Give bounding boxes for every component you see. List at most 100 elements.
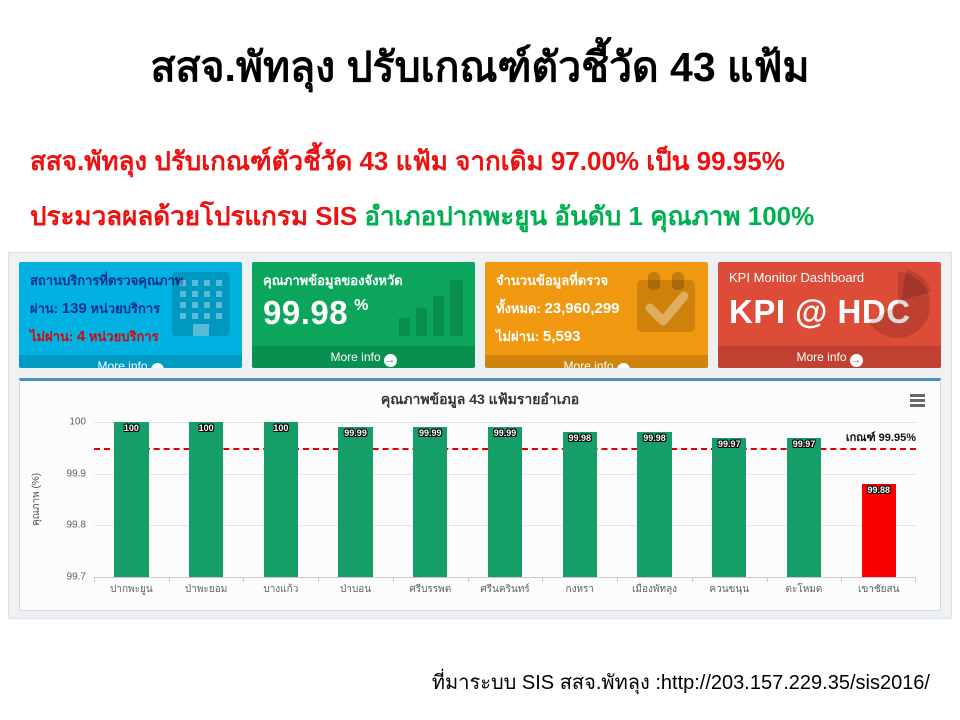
card-services-more-info[interactable]: More info→ — [19, 355, 242, 368]
bar-series: 100 100 100 99.99 99.99 99.99 99.98 99.98 99.97 9… — [94, 422, 916, 577]
y-axis-tick-label: 100 — [69, 416, 86, 428]
bar-value-label: 99.99 — [344, 428, 367, 439]
card-services-pass: ผ่าน: 139 หน่วยบริการ — [30, 298, 231, 319]
chart-title: คุณภาพข้อมูล 43 แฟ้มรายอำเภอ — [380, 391, 580, 407]
card-records-more-info[interactable]: More info→ — [485, 355, 708, 368]
bar: 100 — [263, 422, 299, 577]
bar-chart-icon — [397, 276, 467, 341]
x-axis-label: ศรีนครินทร์ — [467, 577, 543, 597]
card-kpi-body: KPI Monitor Dashboard KPI @ HDC — [718, 262, 941, 346]
bar-column: 100 — [243, 422, 318, 577]
threshold-label: เกณฑ์ 99.95% — [845, 431, 916, 444]
y-axis-tick-label: 99.8 — [66, 519, 86, 531]
bar-value-label: 99.88 — [867, 485, 890, 495]
more-info-label: More info — [563, 359, 614, 368]
pass-label: ผ่าน: — [30, 301, 59, 316]
subtitle-line2-green: อำเภอปากพะยูน อันดับ 1 คุณภาพ 100% — [357, 201, 815, 231]
bar: 100 — [188, 422, 224, 577]
total-value: 23,960,299 — [544, 300, 620, 317]
bar: 99.99 — [487, 427, 523, 577]
subtitle-line2: ประมวลผลด้วยโปรแกรม SIS อำเภอปากพะยูน อั… — [30, 196, 814, 237]
arrow-circle-icon: → — [616, 363, 630, 368]
card-quality-title: คุณภาพข้อมูลของจังหวัด — [263, 273, 403, 288]
bar: 99.98 — [637, 432, 672, 577]
card-records-title: จำนวนข้อมูลที่ตรวจ — [496, 273, 609, 288]
bar-column: 100 — [169, 422, 244, 577]
bar-value-label: 99.98 — [568, 433, 592, 444]
calendar-check-icon — [632, 270, 700, 341]
bar-column: 100 — [94, 422, 169, 577]
card-quality-more-info[interactable]: More info → — [252, 346, 475, 368]
total-label: ทั้งหมด: — [496, 301, 541, 316]
card-services-checked: สถานบริการที่ตรวจคุณภาพ ผ่าน: 139 หน่วยบ… — [19, 262, 242, 368]
dashboard-screenshot: สถานบริการที่ตรวจคุณภาพ ผ่าน: 139 หน่วยบ… — [8, 252, 952, 619]
arrow-circle-icon: → — [849, 354, 863, 367]
chart-plot-area: คุณภาพ (%) 100 99.9 99.8 99.7 เกณฑ์ 99.95% … — [32, 417, 916, 595]
fail-unit: หน่วยบริการ — [85, 329, 159, 344]
x-axis-label: ป่าบอน — [318, 577, 393, 597]
building-icon — [168, 270, 234, 343]
x-axis-label: กงหรา — [542, 577, 617, 597]
fail-value: 4 — [76, 328, 86, 345]
bar-value-label: 100 — [198, 423, 214, 433]
more-info-label: More info — [330, 350, 381, 364]
bar-column: 99.99 — [318, 422, 393, 577]
bar: 99.99 — [338, 427, 373, 577]
x-axis-label: ควนขนุน — [691, 577, 767, 597]
gridline: 100 — [69, 417, 916, 428]
more-info-label: More info — [97, 359, 148, 368]
x-axis-label: บางแก้ว — [243, 577, 318, 597]
more-info-label: More info — [796, 350, 847, 364]
x-axis-label: ป่าพะยอม — [168, 577, 244, 597]
bar-value-label: 99.97 — [792, 438, 816, 449]
bar: 99.97 — [786, 437, 822, 577]
chart-menu-icon[interactable] — [908, 390, 927, 411]
card-records-fail: ไม่ผ่าน: 5,593 — [496, 326, 697, 347]
bar: 100 — [114, 422, 149, 577]
fail-label: ไม่ผ่าน: — [30, 329, 74, 344]
bar-column: 99.97 — [767, 422, 842, 577]
x-axis-label: เขาชัยสน — [841, 577, 916, 597]
card-services-title: สถานบริการที่ตรวจคุณภาพ — [30, 273, 184, 288]
page-title: สสจ.พัทลุง ปรับเกณฑ์ตัวชี้วัด 43 แฟ้ม — [150, 44, 810, 90]
bar: 99.98 — [562, 432, 597, 577]
x-axis-label: ศรีบรรพต — [392, 577, 468, 597]
bar-column: 99.97 — [692, 422, 767, 577]
bar-value-label: 99.97 — [717, 438, 741, 449]
arrow-circle-icon: → — [150, 363, 164, 368]
card-records-total: ทั้งหมด: 23,960,299 — [496, 298, 697, 319]
kpi-cards-row: สถานบริการที่ตรวจคุณภาพ ผ่าน: 139 หน่วยบ… — [19, 262, 941, 368]
y-axis-tick-label: 99.9 — [66, 468, 86, 480]
arrow-circle-icon: → — [383, 354, 397, 367]
bar-column: 99.98 — [542, 422, 617, 577]
bar-value-label: 99.99 — [419, 428, 442, 439]
pie-chart-icon — [859, 266, 937, 349]
pass-unit: หน่วยบริการ — [86, 301, 161, 316]
pass-value: 139 — [61, 300, 87, 317]
bar-column: 99.98 — [617, 422, 692, 577]
fail-label: ไม่ผ่าน: — [496, 329, 540, 344]
quality-number: 99.98 — [263, 294, 349, 331]
bar: 99.97 — [712, 437, 747, 577]
bar: 99.88 — [861, 484, 896, 577]
chart-panel: คุณภาพข้อมูล 43 แฟ้มรายอำเภอ คุณภาพ (%) … — [19, 378, 941, 611]
card-quality-value: 99.98% — [263, 294, 464, 332]
bar-column: 99.99 — [468, 422, 543, 577]
quality-unit: % — [354, 297, 369, 314]
card-records-checked: จำนวนข้อมูลที่ตรวจ ทั้งหมด: 23,960,299 ไ… — [485, 262, 708, 368]
card-kpi-title: KPI Monitor Dashboard — [729, 270, 865, 285]
bar: 99.99 — [413, 427, 448, 577]
bar-column: 99.99 — [393, 422, 468, 577]
bar-value-label: 99.99 — [493, 428, 517, 439]
x-axis-labels: ปากพะยูน ป่าพะยอม บางแก้ว ป่าบอน ศรีบรรพต ศรี… — [94, 577, 916, 597]
card-province-quality: คุณภาพข้อมูลของจังหวัด 99.98% More info → — [252, 262, 475, 368]
bar-column: 99.88 — [841, 422, 916, 577]
card-records-body: จำนวนข้อมูลที่ตรวจ ทั้งหมด: 23,960,299 ไ… — [485, 262, 708, 355]
source-text: ที่มาระบบ SIS สสจ.พัทลุง :http://203.157… — [431, 672, 930, 694]
gridline: 99.7 — [67, 572, 916, 583]
card-services-fail: ไม่ผ่าน: 4 หน่วยบริการ — [30, 326, 231, 347]
bar-value-label: 100 — [273, 423, 289, 433]
card-quality-body: คุณภาพข้อมูลของจังหวัด 99.98% — [252, 262, 475, 346]
fail-value: 5,593 — [542, 328, 581, 345]
card-kpi-more-info[interactable]: More info → — [718, 346, 941, 368]
